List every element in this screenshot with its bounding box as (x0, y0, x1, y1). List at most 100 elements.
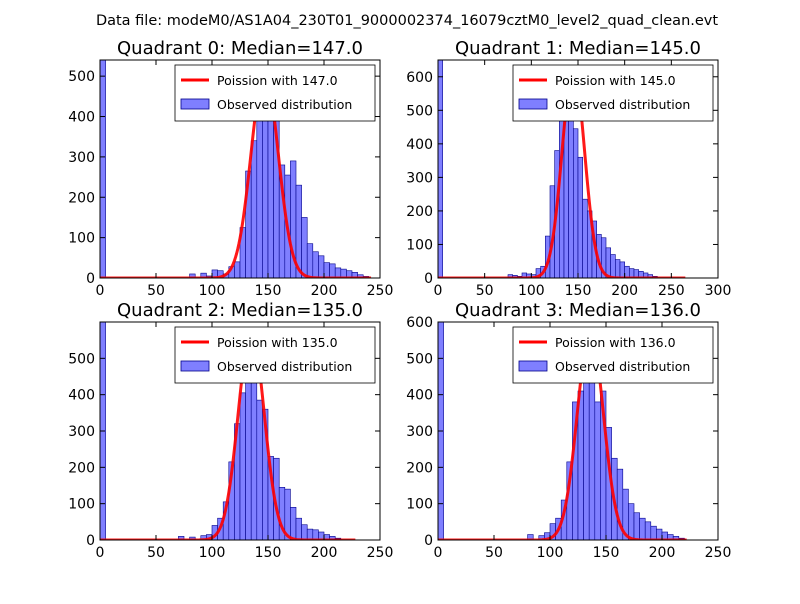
subplot-quadrant-2: 0 50 100 150 200 250 0 100 200 300 400 500 Quadrant … (68, 300, 393, 561)
x-tick-label: 250 (367, 283, 394, 299)
legend-bar-label: Observed distribution (555, 359, 690, 374)
histogram-bar (582, 198, 588, 278)
y-tick-label: 100 (406, 237, 433, 253)
y-tick-label: 100 (68, 231, 95, 247)
y-tick-label: 400 (68, 110, 95, 126)
legend: Poission with 147.0 Observed distribution (174, 64, 376, 122)
histogram-bar (594, 401, 601, 540)
histogram-bar (290, 506, 297, 540)
x-tick-label: 0 (434, 545, 443, 561)
histogram-bar (438, 60, 443, 278)
histogram-bar (619, 261, 625, 278)
x-tick-label: 0 (96, 283, 105, 299)
histogram-bar (573, 128, 579, 278)
legend-bar-label: Observed distribution (217, 359, 352, 374)
y-tick-label: 200 (406, 460, 433, 476)
x-tick-label: 150 (255, 283, 282, 299)
x-tick-label: 200 (611, 283, 638, 299)
x-tick-label: 100 (199, 545, 226, 561)
histogram-bar (306, 243, 314, 278)
legend-line-label: Poission with 145.0 (555, 73, 676, 88)
y-tick-label: 500 (406, 351, 433, 367)
histogram-bar (568, 110, 574, 278)
histogram-bar (100, 60, 106, 278)
x-tick-label: 50 (147, 545, 165, 561)
histogram-bar (656, 528, 663, 540)
legend-bar-swatch (180, 98, 210, 110)
subplot-quadrant-3: 0 50 100 150 200 250 0 100 200 300 400 500 600 Quadra… (406, 300, 731, 561)
legend-box (174, 326, 376, 384)
legend-box (512, 326, 714, 384)
x-tick-label: 50 (147, 283, 165, 299)
legend-box (174, 64, 376, 122)
histogram-bar (624, 265, 630, 278)
histogram-bar (577, 156, 583, 278)
x-tick-label: 250 (658, 283, 685, 299)
legend-bar-swatch (518, 360, 548, 372)
subplot-quadrant-1: 0 50 100 150 200 250 300 0 100 200 300 400 500 600 Qua… (406, 38, 731, 299)
histogram-bar (329, 263, 336, 278)
histogram-bar (577, 390, 584, 540)
histogram-bar (256, 100, 263, 278)
histogram-bar (644, 521, 652, 540)
x-tick-label: 300 (705, 283, 732, 299)
histogram-bar (234, 261, 241, 278)
y-tick-label: 300 (68, 150, 95, 166)
y-tick-label: 500 (68, 351, 95, 367)
histogram-bar (334, 267, 342, 278)
x-tick-label: 150 (593, 545, 620, 561)
x-tick-label: 200 (311, 545, 338, 561)
y-tick-label: 200 (68, 190, 95, 206)
legend: Poission with 136.0 Observed distribution (512, 326, 714, 384)
subplot-title: Quadrant 1: Median=145.0 (455, 38, 701, 59)
histogram-bar (628, 503, 635, 540)
histogram-bar (312, 251, 319, 278)
y-tick-label: 0 (424, 533, 433, 549)
histogram-bar (306, 528, 314, 540)
histogram-bar (615, 259, 621, 278)
y-tick-label: 100 (68, 497, 95, 513)
histogram-bar (239, 392, 246, 540)
y-tick-label: 400 (406, 388, 433, 404)
x-tick-label: 200 (649, 545, 676, 561)
histogram-bar (295, 517, 302, 540)
subplot-quadrant-0: 0 50 100 150 200 250 0 100 200 300 400 500 Quadrant … (68, 38, 393, 299)
legend-bar-label: Observed distribution (555, 97, 690, 112)
x-tick-label: 200 (311, 283, 338, 299)
histogram-bar (312, 529, 319, 540)
y-tick-label: 500 (406, 103, 433, 119)
y-tick-label: 300 (406, 170, 433, 186)
histogram-bar (633, 512, 640, 540)
histogram-bar (256, 399, 263, 540)
x-tick-label: 150 (255, 545, 282, 561)
figure-title: Data file: modeM0/AS1A04_230T01_90000023… (96, 13, 718, 29)
legend-bar-swatch (180, 360, 210, 372)
y-tick-label: 300 (68, 424, 95, 440)
legend: Poission with 145.0 Observed distribution (512, 64, 714, 122)
legend-line-label: Poission with 147.0 (217, 73, 338, 88)
y-tick-label: 600 (406, 315, 433, 331)
legend-line-label: Poission with 136.0 (555, 335, 676, 350)
x-tick-label: 100 (199, 283, 226, 299)
poisson-curve (100, 329, 356, 540)
subplot-title: Quadrant 0: Median=147.0 (117, 38, 363, 59)
y-tick-label: 300 (406, 424, 433, 440)
y-tick-label: 0 (86, 533, 95, 549)
subplot-title: Quadrant 3: Median=136.0 (455, 300, 701, 321)
subplot-title: Quadrant 2: Median=135.0 (117, 300, 363, 321)
axes-frame (99, 59, 381, 279)
x-tick-label: 0 (96, 545, 105, 561)
y-tick-label: 0 (86, 271, 95, 287)
poisson-curve (438, 66, 686, 278)
histogram-bar (610, 254, 616, 278)
histogram-bar (301, 217, 308, 278)
y-tick-label: 400 (406, 137, 433, 153)
histogram-bar (250, 140, 258, 278)
subplot-grid: 0 50 100 150 200 2500100200300400500Quadrant … (68, 38, 731, 561)
y-tick-label: 200 (68, 460, 95, 476)
x-tick-label: 250 (705, 545, 732, 561)
legend-bar-swatch (518, 98, 548, 110)
y-tick-label: 400 (68, 388, 95, 404)
